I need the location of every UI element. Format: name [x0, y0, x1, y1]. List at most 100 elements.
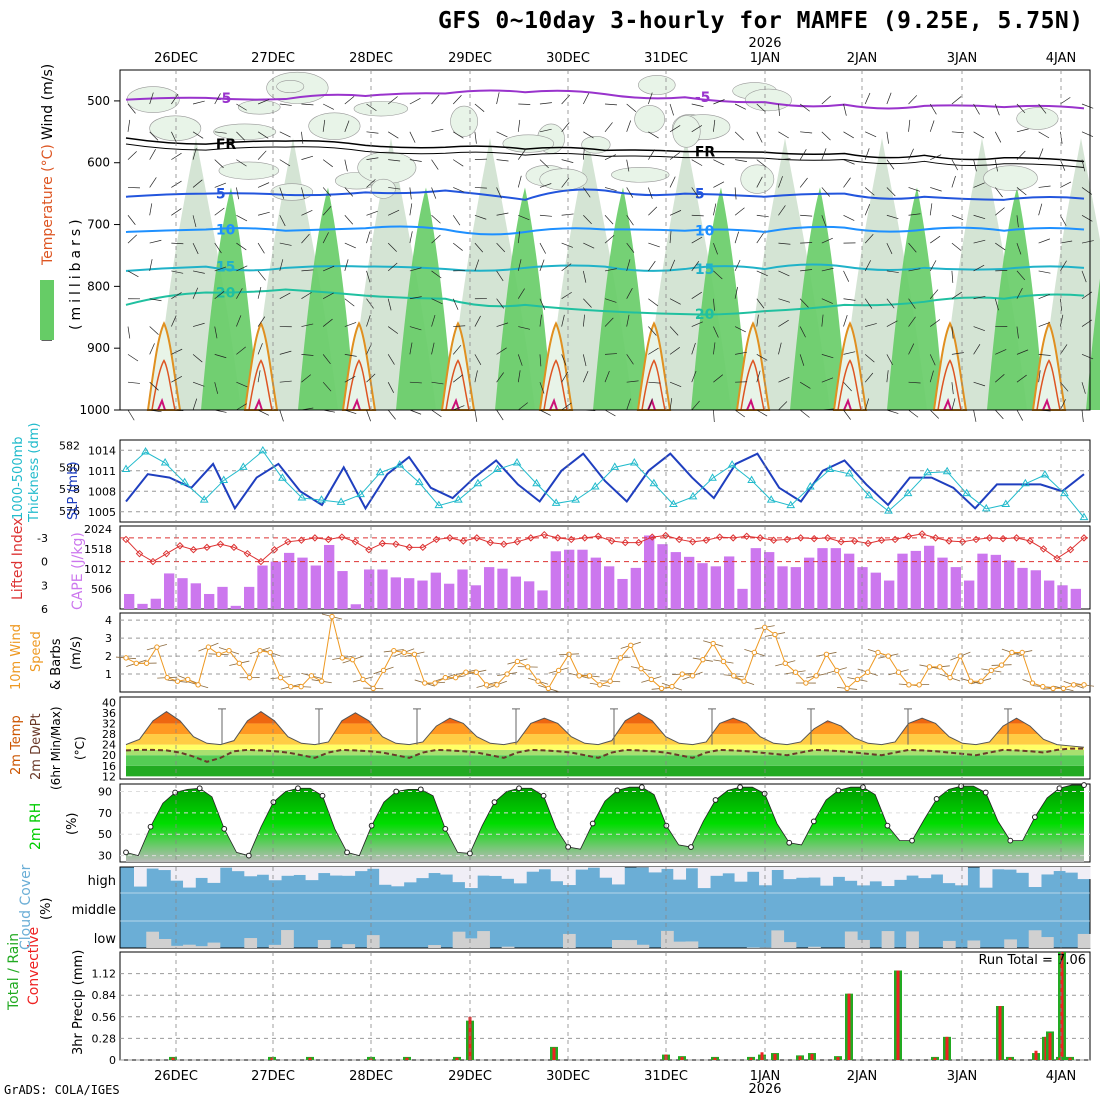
- temp-35-contour: [254, 397, 263, 411]
- cloud-low-bar: [1004, 939, 1017, 948]
- precip-convective-bar: [468, 1016, 472, 1060]
- cloud-high-bar: [661, 867, 674, 869]
- wind-barb: [279, 380, 292, 383]
- temp-35-contour: [549, 397, 558, 411]
- precip-convective-bar: [1068, 1057, 1072, 1060]
- rh2m-line: [125, 784, 1084, 857]
- wind-barb: [734, 286, 738, 299]
- wind-barb: [583, 93, 590, 105]
- wind-barb: [886, 354, 893, 366]
- cloud-axis-label: Cloud Cover: [18, 864, 34, 950]
- wind-barb: [322, 232, 329, 244]
- wind-barb: [387, 354, 395, 365]
- wind-barb: [257, 270, 266, 281]
- cape-bar: [497, 568, 508, 609]
- lifted-index-tick-label: -3: [37, 532, 48, 545]
- cape-bar: [377, 569, 388, 609]
- wind-barb: [713, 159, 725, 166]
- wind10m-speed-point: [246, 674, 253, 681]
- wind-barb: [713, 119, 716, 132]
- wind-barb: [821, 377, 834, 383]
- thickness-point: [1001, 499, 1011, 508]
- wind-barb: [452, 95, 462, 105]
- lifted-index-tick-label: 3: [41, 579, 48, 592]
- wind-barb: [387, 242, 397, 252]
- wind10m-speed-point: [401, 649, 407, 656]
- wind-barb: [301, 209, 313, 216]
- wind-barb: [1060, 240, 1073, 244]
- wind-barb: [604, 122, 613, 133]
- wind-barb: [778, 342, 782, 355]
- precip-convective-bar: [1060, 952, 1064, 1060]
- wind-barb: [821, 95, 831, 105]
- wind-barb: [496, 270, 504, 282]
- temp2m-tick-label: 28: [102, 728, 116, 741]
- cape-bar: [737, 588, 748, 609]
- wind-barb: [691, 214, 704, 217]
- rh-mid-band: [1041, 138, 1100, 410]
- thickness-point: [238, 462, 248, 470]
- temp-contour-label: 5: [695, 187, 705, 203]
- temp-contour-label: 15: [695, 262, 714, 278]
- wind-barb: [149, 381, 159, 391]
- wind-barb: [409, 97, 421, 105]
- wind-barb: [431, 342, 435, 355]
- lifted-index-point: [985, 534, 994, 542]
- wind-barb: [626, 380, 639, 383]
- wind-barb: [1038, 294, 1050, 300]
- wind-barb: [1038, 203, 1043, 216]
- wind-barb: [322, 265, 335, 272]
- wind-barb: [1016, 128, 1029, 133]
- precip-convective-bar: [308, 1057, 312, 1060]
- wind-barb: [301, 187, 305, 200]
- wind-barb: [214, 354, 227, 359]
- temp-35-contour: [843, 397, 852, 411]
- wind-barb: [756, 370, 761, 383]
- precip-tick-label: 0: [109, 1054, 116, 1067]
- wind-barb: [908, 268, 921, 272]
- wind-barb: [756, 314, 759, 327]
- lifted-index-point: [149, 557, 157, 566]
- wind10m-speed-point: [494, 682, 500, 688]
- wind-barb: [279, 159, 291, 167]
- wind-barb: [691, 187, 699, 198]
- wind-barb: [756, 103, 766, 113]
- wind-barb: [626, 242, 635, 253]
- wind-barb: [864, 233, 874, 244]
- thickness-point: [981, 503, 991, 512]
- pressure-tick-label: 500: [87, 94, 110, 108]
- cloud-high-bar: [195, 867, 209, 878]
- wind-barb: [908, 298, 916, 309]
- rh-dry-cell: [237, 100, 281, 115]
- rh2m-point: [295, 785, 301, 792]
- wind-barb: [409, 381, 422, 384]
- cape-bar: [150, 598, 161, 609]
- wind-barb: [322, 318, 333, 327]
- wind-barb: [192, 270, 205, 274]
- wind-barb: [713, 270, 723, 280]
- wind-barb: [583, 242, 595, 249]
- lifted-index-point: [243, 549, 252, 558]
- thickness-point: [1079, 512, 1089, 521]
- wind-barb: [257, 131, 269, 139]
- wind-barb: [756, 159, 767, 168]
- cloud-low-bar: [808, 946, 821, 948]
- cape-bar: [177, 578, 188, 609]
- wind-barb: [322, 187, 332, 197]
- wind-barb: [648, 298, 659, 307]
- run-total-label: Run Total = 7.06: [978, 953, 1086, 968]
- wind10m-speed-point: [1040, 683, 1046, 690]
- wind-barb: [474, 103, 485, 112]
- wind-barb: [648, 398, 653, 411]
- wind-barb: [583, 298, 592, 308]
- precip-convective-bar: [847, 993, 851, 1060]
- wind-barb: [582, 147, 585, 160]
- rh-moist-band: [298, 187, 355, 410]
- cape-bar: [937, 557, 948, 609]
- wind10m-speed-point: [576, 673, 582, 679]
- wind-barb: [994, 298, 999, 311]
- thickness-point: [786, 500, 796, 509]
- rh2m-point: [860, 784, 866, 791]
- wind-barb: [409, 231, 413, 244]
- wind-barb: [192, 100, 205, 105]
